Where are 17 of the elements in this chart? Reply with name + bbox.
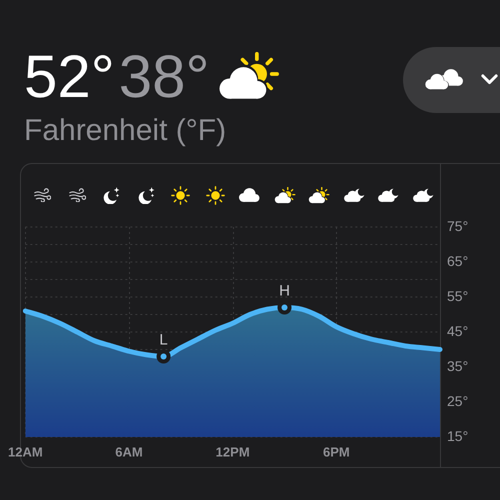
x-tick-label: 12PM xyxy=(216,444,250,460)
annotation: L xyxy=(159,332,168,348)
y-axis-title: Fahrenheit (°F) xyxy=(24,114,226,147)
dropdown-button[interactable] xyxy=(403,47,500,113)
y-tick-label: 15° xyxy=(447,428,468,444)
y-tick-label: 65° xyxy=(447,252,468,269)
y-tick-label: 55° xyxy=(447,288,468,304)
y-tick-label: 25° xyxy=(447,392,468,409)
annotation: H xyxy=(279,282,290,300)
y-tick-label: 35° xyxy=(447,358,468,374)
y-tick-label: 75° xyxy=(447,218,468,234)
chart-subtitle: 38° xyxy=(118,43,210,110)
x-tick-label: 6AM xyxy=(115,444,143,460)
x-tick-label: 12AM xyxy=(8,444,43,460)
chart-title: 52° xyxy=(24,43,115,110)
y-tick-label: 45° xyxy=(447,322,468,339)
x-tick-label: 6PM xyxy=(322,444,350,460)
